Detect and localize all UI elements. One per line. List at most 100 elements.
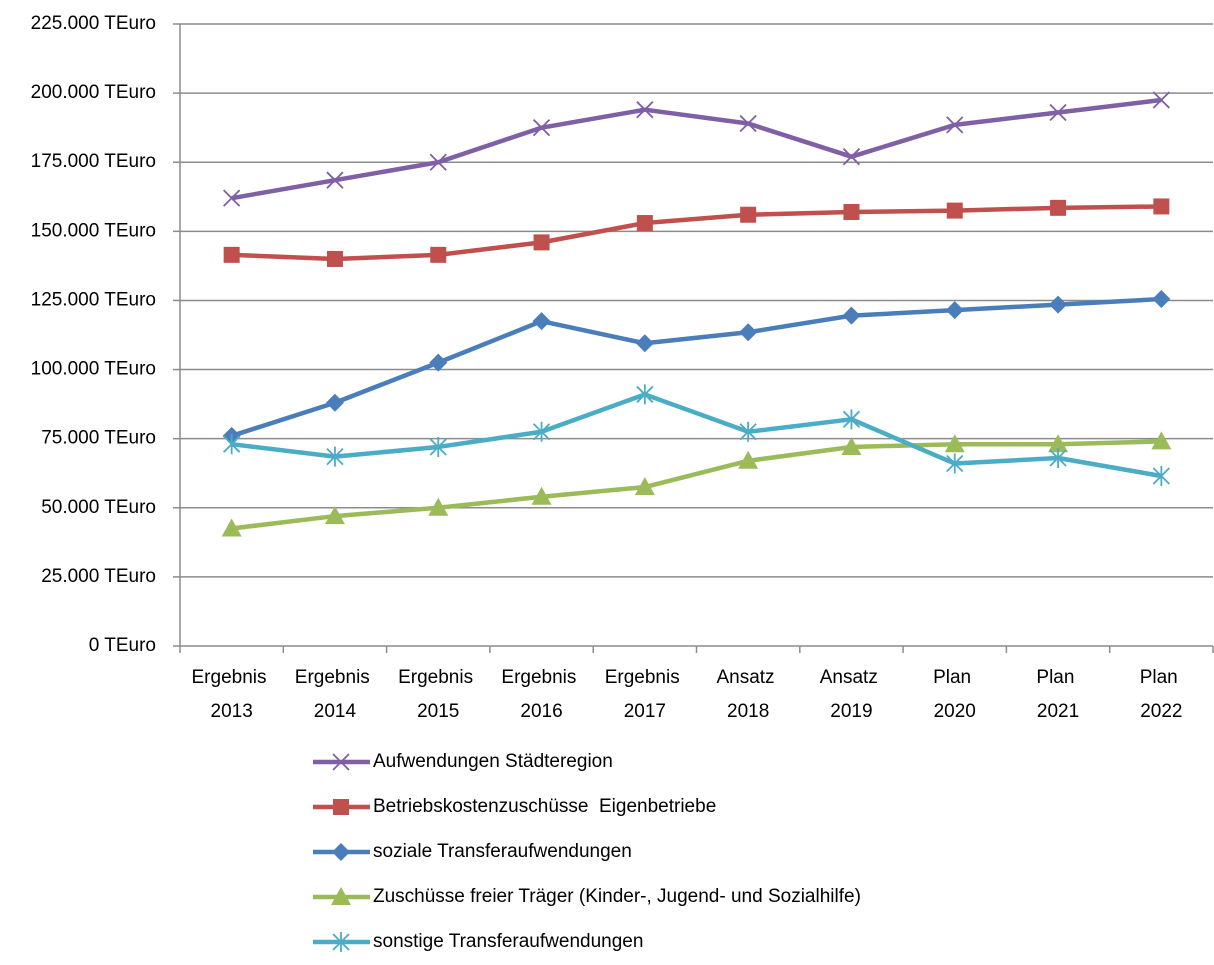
marker — [945, 301, 964, 320]
marker — [946, 116, 964, 134]
marker — [636, 101, 654, 119]
legend-marker — [333, 799, 349, 815]
marker — [842, 409, 861, 430]
marker — [636, 215, 653, 232]
x-tick-label-line: 2018 — [727, 701, 769, 722]
x-tick-label-line: 2013 — [211, 701, 253, 722]
x-tick-label: Ergebnis 2014 — [295, 667, 375, 722]
y-tick-label: 225.000 TEuro — [31, 13, 156, 34]
x-tick-label-line: Ergebnis — [605, 667, 685, 688]
x-tick-label-line: Ansatz — [820, 667, 883, 688]
x-tick-label: Plan 2021 — [1036, 667, 1079, 722]
marker — [1152, 465, 1170, 486]
legend-label: Zuschüsse freier Träger (Kinder-, Jugend… — [373, 886, 861, 907]
marker — [1049, 295, 1068, 314]
x-tick-label-line: Ergebnis — [192, 667, 272, 688]
marker — [739, 421, 757, 442]
marker — [944, 434, 965, 453]
marker — [223, 189, 241, 207]
marker — [326, 250, 343, 267]
x-tick-label-line: Plan — [1140, 667, 1183, 688]
marker — [1152, 91, 1170, 109]
series-line — [231, 392, 1162, 479]
x-tick-label-line: Plan — [1036, 667, 1079, 688]
y-tick-label: 0 TEuro — [89, 635, 156, 656]
x-tick-label: Ergebnis 2013 — [192, 667, 272, 722]
x-tick-label-line: Ergebnis — [295, 667, 375, 688]
marker — [841, 436, 862, 455]
x-tick-label: Plan 2020 — [933, 667, 976, 722]
x-tick-label: Plan 2022 — [1140, 667, 1183, 722]
marker — [635, 334, 654, 353]
series-line — [230, 296, 1162, 439]
marker — [532, 421, 551, 442]
marker — [1050, 199, 1067, 216]
marker — [532, 119, 551, 137]
marker — [531, 486, 552, 505]
marker — [429, 353, 448, 372]
marker — [1049, 448, 1067, 469]
x-tick-label-line: Plan — [933, 667, 976, 688]
x-tick-label-line: 2014 — [314, 701, 357, 722]
x-tick-label-line: 2015 — [417, 701, 459, 722]
marker — [532, 312, 551, 331]
marker — [946, 453, 964, 474]
marker — [739, 323, 758, 342]
marker — [325, 393, 344, 412]
marker — [1152, 290, 1171, 309]
marker — [946, 202, 963, 219]
y-tick-label: 75.000 TEuro — [41, 428, 156, 449]
marker — [326, 171, 344, 189]
marker — [429, 153, 447, 171]
marker — [533, 234, 550, 251]
marker — [1049, 103, 1067, 122]
y-tick-label: 200.000 TEuro — [31, 82, 156, 103]
x-tick-label-line: 2017 — [624, 701, 666, 722]
x-tick-label-line: Ergebnis — [501, 667, 581, 688]
y-tick-label: 25.000 TEuro — [41, 566, 156, 587]
marker — [428, 497, 449, 516]
marker — [636, 384, 654, 405]
y-tick-label: 175.000 TEuro — [31, 151, 156, 172]
series-line — [231, 97, 1162, 201]
marker — [430, 246, 447, 263]
legend-label: soziale Transferaufwendungen — [373, 841, 632, 862]
marker — [738, 450, 759, 469]
legend-label: Aufwendungen Städteregion — [373, 751, 613, 772]
y-tick-label: 50.000 TEuro — [41, 497, 156, 518]
x-tick-label: Ansatz 2019 — [820, 667, 883, 722]
x-tick-label: Ansatz 2018 — [716, 667, 779, 722]
y-tick-label: 100.000 TEuro — [31, 359, 156, 380]
marker — [1153, 198, 1170, 215]
marker — [843, 203, 860, 220]
legend-marker — [332, 932, 350, 952]
legend-marker — [332, 843, 350, 861]
marker — [324, 506, 345, 525]
marker — [326, 446, 344, 467]
legend-marker — [331, 887, 351, 905]
marker — [223, 246, 240, 263]
series-line — [231, 204, 1162, 262]
x-tick-label-line: Ansatz — [716, 667, 779, 688]
marker — [1151, 431, 1172, 450]
x-tick-label-line: Ergebnis — [398, 667, 478, 688]
marker — [842, 306, 861, 325]
x-tick-label-line: 2022 — [1140, 701, 1182, 722]
x-tick-label-line: 2021 — [1037, 701, 1079, 722]
marker — [739, 114, 757, 133]
x-tick-label-line: 2019 — [830, 701, 872, 722]
legend-label: Betriebskostenzuschüsse Eigenbetriebe — [373, 796, 716, 817]
x-tick-label: Ergebnis 2017 — [605, 667, 685, 722]
x-tick-label: Ergebnis 2016 — [501, 667, 581, 722]
legend-marker — [332, 753, 350, 771]
marker — [842, 148, 861, 166]
y-tick-label: 150.000 TEuro — [31, 220, 156, 241]
legend-label: sonstige Transferaufwendungen — [373, 931, 643, 952]
marker — [221, 518, 242, 537]
marker — [1048, 434, 1069, 453]
marker — [223, 434, 241, 455]
marker — [429, 436, 447, 457]
x-tick-label-line: 2020 — [934, 701, 976, 722]
marker — [634, 477, 655, 496]
x-tick-label-line: 2016 — [520, 701, 562, 722]
